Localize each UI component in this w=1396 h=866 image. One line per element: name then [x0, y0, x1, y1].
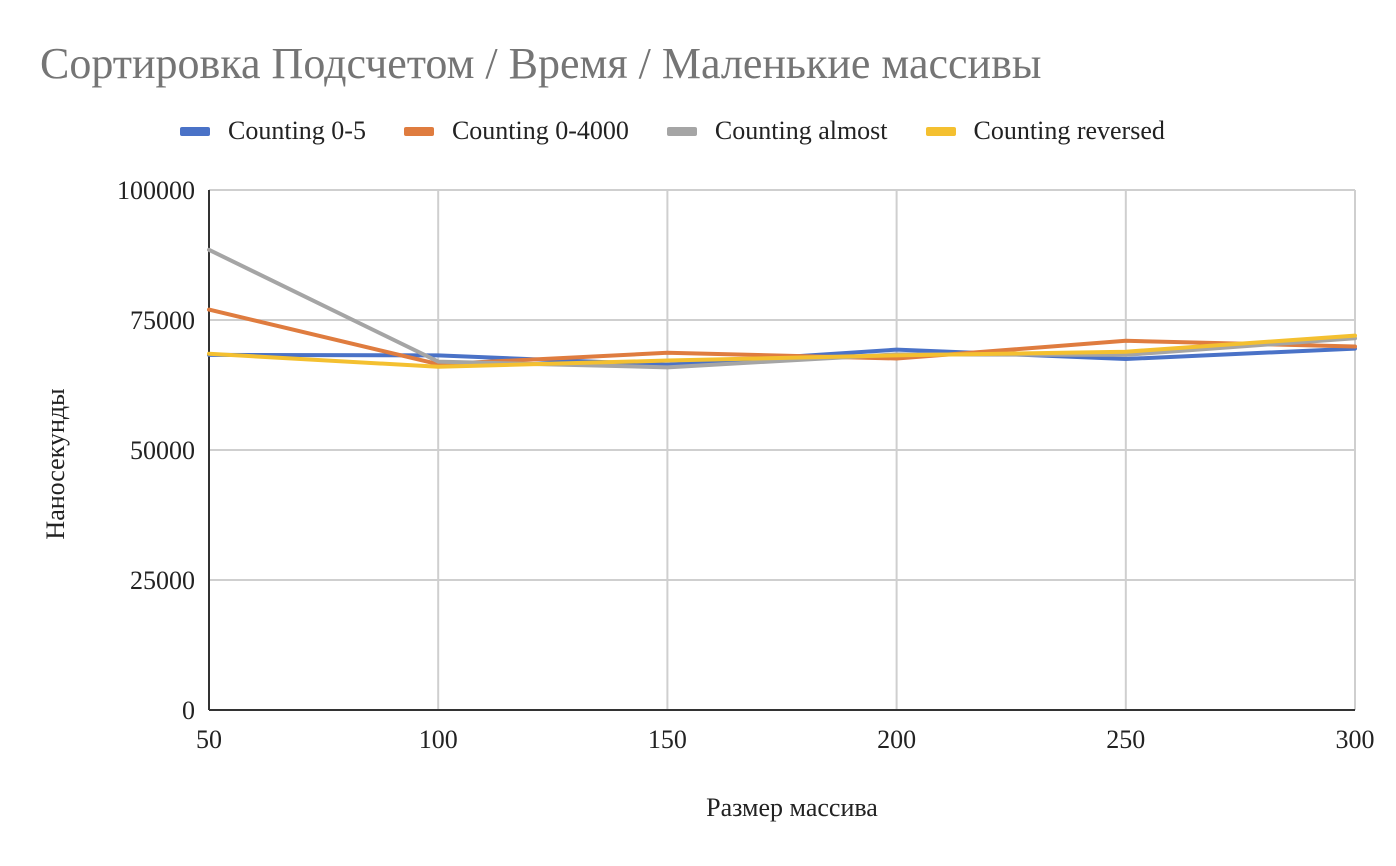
legend-label: Counting 0-4000: [451, 116, 629, 145]
y-tick-label: 0: [182, 696, 195, 725]
y-tick-label: 50000: [130, 436, 195, 465]
legend-swatch: [180, 126, 210, 136]
legend-label: Counting reversed: [973, 116, 1165, 145]
y-tick-label: 25000: [130, 566, 195, 595]
series-line-4: [207, 333, 1357, 369]
legend-swatch: [666, 126, 697, 136]
x-tick-label: 200: [877, 725, 916, 754]
y-axis-title: Наносекунды: [41, 388, 70, 539]
legend-item: Counting reversed: [925, 116, 1165, 146]
legend: Counting 0-5 Counting 0-4000 Counting almo…: [180, 116, 1203, 146]
x-tick-label: 250: [1106, 725, 1145, 754]
legend-label: Counting almost: [714, 116, 888, 145]
chart-title: Сортировка Подсчетом / Время / Маленькие…: [40, 39, 1042, 88]
series-line-3: [207, 247, 1357, 370]
legend-swatch: [403, 126, 434, 136]
x-axis-title: Размер массива: [706, 793, 878, 822]
legend-item: Counting 0-5: [180, 116, 366, 146]
legend-label: Counting 0-5: [228, 116, 366, 145]
x-tick-label: 50: [196, 725, 222, 754]
x-tick-label: 100: [419, 725, 458, 754]
legend-swatch: [925, 126, 956, 136]
y-tick-label: 100000: [117, 176, 195, 205]
legend-item: Counting 0-4000: [403, 116, 629, 146]
legend-item: Counting almost: [666, 116, 888, 146]
x-tick-label: 150: [648, 725, 687, 754]
y-tick-label: 75000: [130, 306, 195, 335]
x-tick-label: 300: [1336, 725, 1375, 754]
series-line-2: [207, 307, 1357, 367]
